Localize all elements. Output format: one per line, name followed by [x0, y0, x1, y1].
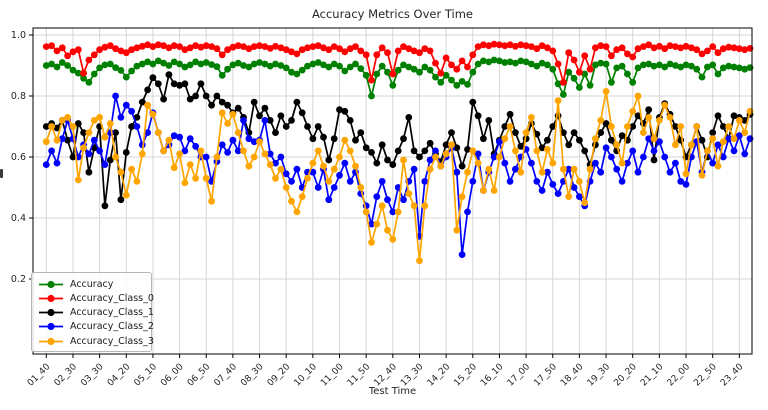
x-tick-label: 20_20 [612, 362, 639, 389]
legend-line-sample [39, 337, 63, 345]
x-tick-label: 22_00 [666, 362, 693, 389]
legend-label: Accuracy [70, 278, 114, 290]
y-axis-label-fragment [0, 169, 3, 178]
series-accuracy_class_0 [42, 40, 754, 86]
x-tick-label: 05_10 [133, 362, 160, 389]
legend-item-accuracy_class_0: Accuracy_Class_0 [38, 291, 154, 305]
x-tick-label: 04_20 [106, 362, 133, 389]
x-tick-label: 07_40 [213, 362, 240, 389]
x-tick-label: 17_00 [506, 362, 533, 389]
x-tick-label: 03_30 [79, 362, 106, 389]
legend-item-accuracy: Accuracy [38, 277, 144, 291]
x-tick-label: 15_20 [452, 362, 479, 389]
y-tick-label: 1.0 [11, 30, 26, 41]
y-tick-label: 0.6 [11, 152, 26, 163]
x-tick-label: 18_40 [559, 362, 586, 389]
x-tick-label: 13_30 [399, 362, 426, 389]
x-tick-label: 23_40 [719, 362, 746, 389]
y-axis-ticks: 0.2 0.4 0.6 0.8 1.0 [11, 30, 33, 285]
x-tick-label: 12_40 [372, 362, 399, 389]
legend-item-accuracy_class_3: Accuracy_Class_3 [38, 334, 154, 348]
x-tick-label: 17_50 [532, 362, 559, 389]
x-tick-label: 02_30 [53, 362, 80, 389]
x-tick-label: 11_50 [346, 362, 373, 389]
x-tick-label: 08_30 [239, 362, 266, 389]
x-tick-label: 10_10 [293, 362, 320, 389]
x-tick-label: 19_30 [586, 362, 613, 389]
x-tick-label: 09_20 [266, 362, 293, 389]
chart-title: Accuracy Metrics Over Time [311, 7, 474, 21]
x-tick-label: 06_50 [186, 362, 213, 389]
legend-label: Accuracy_Class_3 [70, 335, 154, 347]
x-tick-label: 16_10 [479, 362, 506, 389]
y-tick-label: 0.8 [11, 91, 26, 102]
legend: Accuracy Accuracy_Class_0 Accuracy_Class_1… [31, 272, 154, 352]
legend-line-sample [39, 308, 63, 317]
x-tick-label: 21_10 [639, 362, 666, 389]
legend-label: Accuracy_Class_0 [70, 292, 154, 304]
legend-item-accuracy_class_1: Accuracy_Class_1 [38, 306, 154, 320]
x-tick-label: 11_00 [319, 362, 346, 389]
legend-label: Accuracy_Class_1 [70, 307, 154, 318]
legend-line-sample [39, 323, 63, 331]
legend-line-sample [39, 280, 63, 288]
series-accuracy [42, 56, 754, 100]
x-tick-label: 14_20 [426, 362, 453, 389]
y-tick-label: 0.2 [11, 274, 26, 285]
y-tick-label: 0.4 [11, 213, 26, 224]
series-accuracy_class_3 [42, 88, 754, 265]
legend-line-sample [39, 294, 63, 302]
x-tick-label: 01_40 [26, 362, 53, 389]
x-axis-label: Test Time [368, 386, 417, 397]
legend-label: Accuracy_Class_2 [70, 321, 154, 333]
legend-item-accuracy_class_2: Accuracy_Class_2 [38, 320, 154, 334]
x-tick-label: 06_00 [159, 362, 186, 389]
x-axis-ticks: 01_40 02_30 03_30 04_20 05_10 06_00 06_50 07_40… [26, 354, 746, 389]
x-tick-label: 22_50 [692, 362, 719, 389]
